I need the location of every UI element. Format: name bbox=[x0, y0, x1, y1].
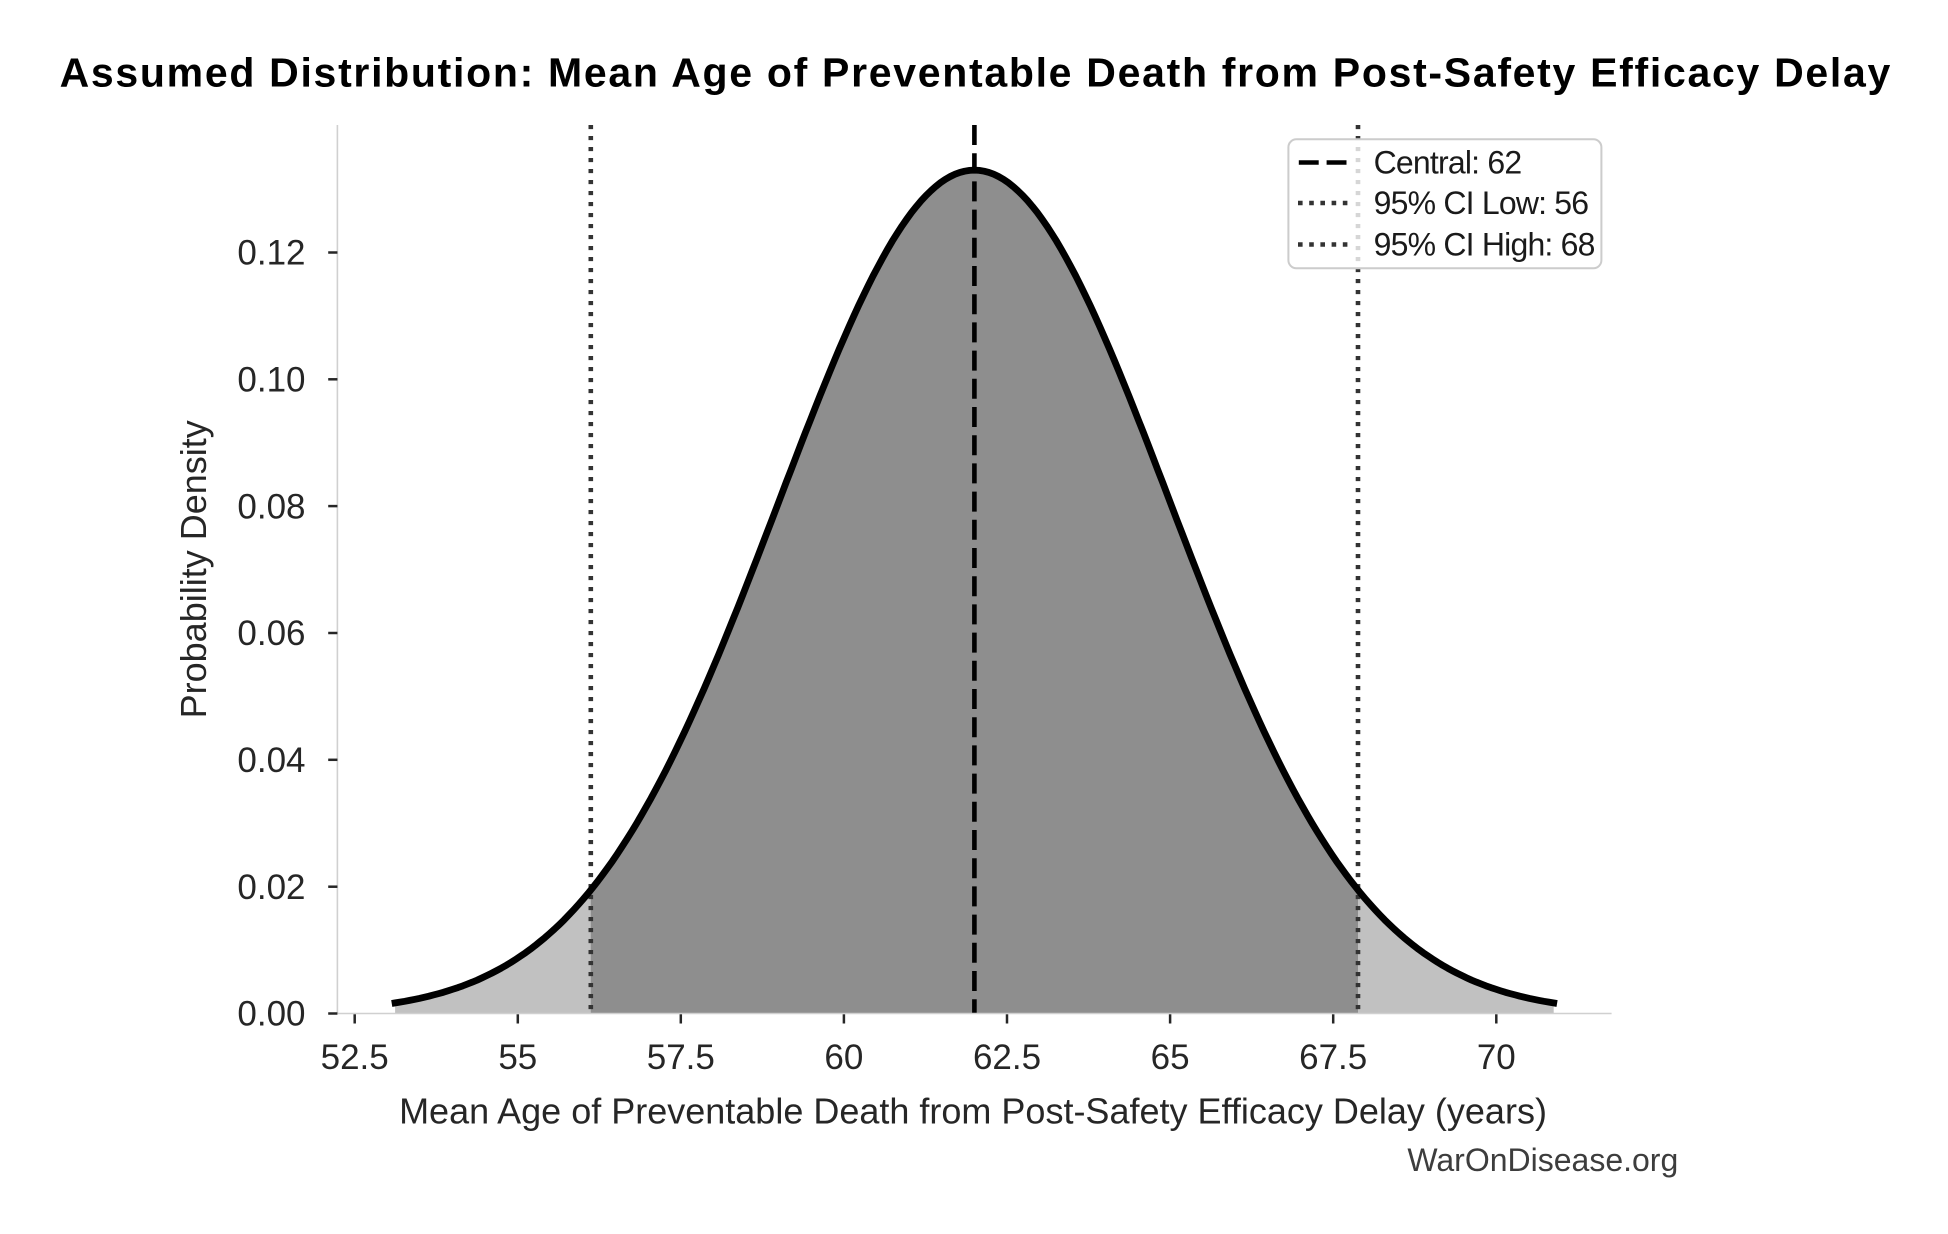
svg-text:0.12: 0.12 bbox=[237, 234, 305, 273]
svg-text:Mean Age of Preventable Death: Mean Age of Preventable Death from Post-… bbox=[399, 1091, 1547, 1132]
svg-text:Probability Density: Probability Density bbox=[173, 420, 214, 718]
svg-text:0.10: 0.10 bbox=[237, 361, 305, 400]
svg-text:WarOnDisease.org: WarOnDisease.org bbox=[1407, 1142, 1678, 1178]
svg-text:52.5: 52.5 bbox=[321, 1038, 389, 1077]
svg-text:55: 55 bbox=[498, 1038, 537, 1077]
svg-text:95% CI Low: 56: 95% CI Low: 56 bbox=[1374, 185, 1589, 221]
svg-text:57.5: 57.5 bbox=[647, 1038, 715, 1077]
svg-text:0.04: 0.04 bbox=[237, 741, 305, 780]
svg-text:0.02: 0.02 bbox=[237, 868, 305, 907]
svg-text:62.5: 62.5 bbox=[973, 1038, 1041, 1077]
svg-text:65: 65 bbox=[1151, 1038, 1190, 1077]
svg-text:95% CI High: 68: 95% CI High: 68 bbox=[1374, 227, 1595, 263]
svg-text:60: 60 bbox=[824, 1038, 863, 1077]
svg-text:67.5: 67.5 bbox=[1299, 1038, 1367, 1077]
svg-text:0.00: 0.00 bbox=[237, 995, 305, 1034]
svg-text:Assumed Distribution: Mean Age: Assumed Distribution: Mean Age of Preven… bbox=[60, 49, 1892, 95]
svg-text:0.08: 0.08 bbox=[237, 487, 305, 526]
svg-text:Central: 62: Central: 62 bbox=[1374, 145, 1522, 181]
svg-text:0.06: 0.06 bbox=[237, 614, 305, 653]
svg-text:70: 70 bbox=[1477, 1038, 1516, 1077]
